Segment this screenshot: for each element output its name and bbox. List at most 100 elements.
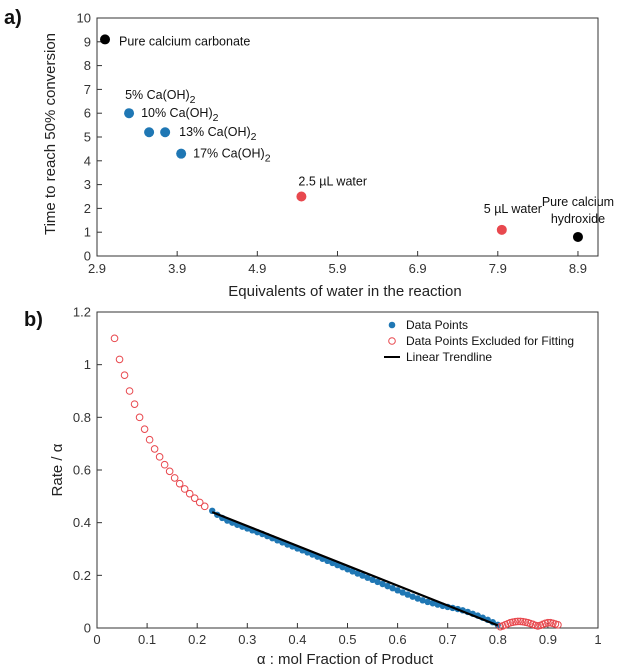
chart-b-excluded-point [130, 400, 139, 408]
chart-b-x-axis-title: α : mol Fraction of Product [257, 651, 434, 668]
chart-a-point [496, 224, 507, 235]
chart-a-y-tick-label: 6 [84, 106, 91, 121]
chart-a-x-tick-label: 3.9 [168, 261, 186, 276]
chart-b-x-tick-label: 0.7 [439, 632, 457, 647]
panel-a-label: a) [4, 7, 22, 29]
chart-b-excluded-point [160, 460, 169, 469]
chart-b-y-tick-label: 0.6 [73, 463, 91, 478]
chart-b-x-tick-label: 0.8 [489, 632, 507, 647]
chart-a-points [100, 34, 583, 242]
chart-a-annotation-text: 5% Ca(OH) [125, 88, 190, 102]
chart-b-trendline [211, 511, 499, 627]
chart-b-x-tick-label: 0.9 [539, 632, 557, 647]
chart-b-y-tick-label: 0.2 [73, 568, 91, 583]
chart-a-y-tick-label: 10 [77, 11, 91, 26]
chart-b-data-point [409, 593, 416, 600]
chart-b-x-tick-label: 1 [594, 632, 601, 647]
chart-b-data-point [399, 589, 406, 596]
chart-a-x-tick-label: 2.9 [88, 261, 106, 276]
chart-b-y-tick-label: 0.8 [73, 410, 91, 425]
chart-a-annotation: 17% Ca(OH)2 [193, 147, 271, 165]
legend-entry-label: Linear Trendline [406, 350, 492, 364]
chart-a-y-tick-label: 7 [84, 82, 91, 97]
chart-b-data-point [404, 591, 411, 598]
chart-a-y-tick-label: 2 [84, 201, 91, 216]
chart-a-x-tick-label: 7.9 [489, 261, 507, 276]
chart-b-legend: Data Points Data Points Excluded for Fitt… [384, 318, 574, 364]
chart-a-annotation: 5 µL water [484, 202, 542, 216]
chart-b-data-point [374, 578, 381, 586]
chart-a-x-tick-label: 4.9 [248, 261, 266, 276]
chart-a-point [144, 127, 155, 138]
chart-b-excluded-point [200, 502, 209, 511]
chart-b-y-tick-label: 1.2 [73, 305, 91, 320]
chart-a-annotation: 13% Ca(OH)2 [179, 125, 257, 143]
chart-b-data-point [364, 574, 371, 581]
chart-a-annotation: Pure calcium [542, 195, 614, 209]
chart-b-data-point [379, 580, 386, 588]
chart-a-annotation-text: Pure calcium carbonate [119, 34, 250, 48]
chart-b-excluded-point [120, 371, 129, 380]
chart-a-annotation: 2.5 µL water [298, 175, 367, 189]
chart-b-excluded-point [145, 435, 154, 444]
chart-b-excluded-point [125, 387, 134, 395]
chart-b-data-point [359, 572, 366, 579]
chart-b-excluded-point [544, 618, 552, 627]
chart-a-annotation: Pure calcium carbonate [119, 34, 250, 48]
chart-a-annotation-text: Pure calcium [542, 195, 614, 209]
chart-b-data-point [369, 576, 376, 584]
chart-a-annotation-text: 2.5 µL water [298, 175, 367, 189]
chart-a-annotation: hydroxide [551, 212, 605, 226]
chart-a-annotation-subscript: 2 [265, 153, 271, 165]
chart-b-excluded-point [180, 485, 189, 493]
chart-a-plot-frame [96, 17, 599, 257]
chart-b-excluded-point [185, 489, 194, 498]
chart-a-x-tick-label: 5.9 [328, 261, 346, 276]
chart-b-excluded-point [554, 621, 562, 629]
chart-b-y-tick-label: 0 [84, 621, 91, 636]
chart-a-y-tick-label: 8 [84, 58, 91, 73]
chart-a-point [296, 191, 307, 202]
chart-a-y-axis-title: Time to reach 50% conversion [42, 33, 59, 235]
chart-b-excluded-point [516, 617, 525, 626]
chart-b-y-axis-title: Rate / α [49, 443, 66, 496]
chart-b-excluded-point [135, 413, 144, 422]
chart-a-annotation-subscript: 2 [213, 112, 219, 124]
chart-b-excluded-point [190, 494, 199, 502]
chart-a-annotation-subscript: 2 [190, 94, 196, 106]
chart-b-data-point [384, 582, 391, 590]
chart-b-x-tick-label: 0.4 [288, 632, 306, 647]
chart-b-ticks: 0 0.1 0.2 0.3 0.4 0.5 0.6 0.7 0.8 0.9 1 0 0.2 0.4 0.6 0… [73, 305, 602, 648]
chart-b-data-point [394, 587, 401, 594]
chart-a-annotation: 5% Ca(OH)2 [125, 88, 196, 106]
chart-b-excluded-point [110, 334, 119, 343]
chart-a-annotation-text: 10% Ca(OH) [141, 106, 213, 120]
chart-b-data-point [389, 585, 396, 592]
chart-b-excluded-point [115, 355, 124, 364]
chart-a-annotation-text: 17% Ca(OH) [193, 147, 265, 161]
chart-b-excluded-point [175, 479, 184, 488]
chart-b-excluded-point [165, 467, 174, 476]
chart-a-y-tick-label: 1 [84, 225, 91, 240]
legend-open-marker [388, 337, 396, 345]
chart-a-y-tick-label: 0 [84, 249, 91, 264]
chart-b-excluded-point [195, 498, 204, 507]
panel-b-label: b) [24, 309, 43, 331]
chart-a-point [572, 231, 583, 242]
chart-a-point [100, 34, 111, 45]
chart-b-x-tick-label: 0.2 [188, 632, 206, 647]
chart-a-y-tick-label: 4 [84, 153, 91, 168]
chart-a-y-tick-label: 3 [84, 177, 91, 192]
chart-a-point [176, 148, 187, 159]
chart-b-y-tick-label: 1 [84, 357, 91, 372]
chart-b-x-tick-label: 0.6 [389, 632, 407, 647]
chart-a-annotation-text: hydroxide [551, 212, 605, 226]
chart-a-point [160, 127, 171, 138]
legend-entry-label: Data Points [406, 318, 468, 332]
chart-a-y-tick-label: 5 [84, 130, 91, 145]
chart-b-excluded-point [511, 617, 520, 626]
chart-b-excluded-point [155, 453, 164, 461]
chart-b-x-tick-label: 0 [93, 632, 100, 647]
